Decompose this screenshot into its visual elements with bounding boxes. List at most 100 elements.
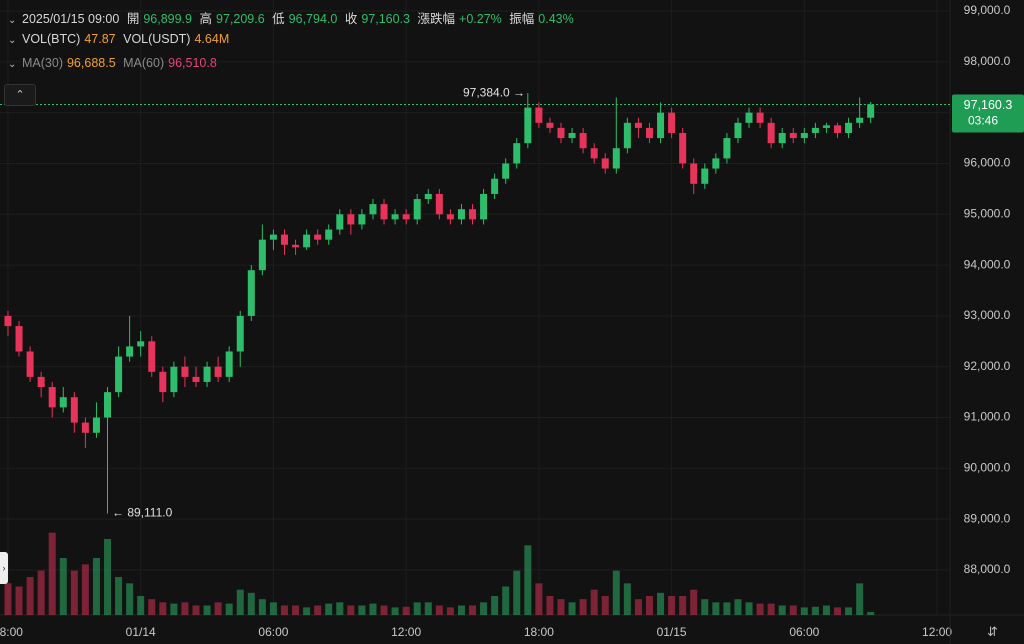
y-tick-label: 90,000.0	[964, 461, 1011, 475]
y-tick-label: 92,000.0	[964, 359, 1011, 373]
volume-bar	[303, 607, 311, 615]
volume-bar	[369, 603, 377, 615]
volume-bar	[502, 586, 510, 615]
candle-body	[601, 158, 609, 169]
candle-body	[557, 127, 565, 139]
candle-body	[170, 366, 178, 393]
volume-bar	[4, 583, 12, 615]
candle-body	[292, 244, 300, 248]
volume-bar	[701, 599, 709, 615]
candle-body	[258, 239, 266, 271]
volume-bar	[789, 605, 797, 615]
x-tick-label: 12:00	[391, 625, 421, 639]
candle-body	[325, 229, 333, 240]
value: 96,899.9	[143, 12, 192, 26]
y-tick-label: 93,000.0	[964, 308, 1011, 322]
candle-body	[26, 351, 34, 377]
x-tick-label: 18:00	[524, 625, 554, 639]
volume-bar	[524, 545, 532, 615]
x-tick-label: 01/15	[657, 625, 687, 639]
volume-bar	[37, 570, 45, 615]
candle-body	[303, 234, 311, 248]
volume-bar	[546, 596, 554, 615]
candle-body	[623, 122, 631, 149]
candle-body	[48, 387, 56, 408]
y-tick-label: 91,000.0	[964, 410, 1011, 424]
volume-bar	[679, 596, 687, 615]
candle-body	[104, 392, 112, 418]
candle-body	[535, 107, 543, 123]
candle-body	[247, 270, 255, 316]
volume-bar	[435, 605, 443, 615]
collapse-button[interactable]: ⌃	[4, 84, 36, 106]
candle-body	[568, 132, 576, 139]
volume-bar	[358, 605, 366, 615]
x-tick-label: 06:00	[789, 625, 819, 639]
candle-body	[778, 132, 786, 144]
candle-body	[712, 158, 720, 169]
candle-body	[314, 234, 322, 240]
ma-row[interactable]: ⌄ MA(30) 96,688.5 MA(60) 96,510.8	[8, 56, 217, 70]
volume-bar	[480, 602, 488, 615]
volume-bar	[856, 583, 864, 615]
label: VOL(BTC)	[22, 32, 81, 46]
value: 96,794.0	[288, 12, 338, 26]
volume-bar	[657, 592, 665, 615]
value: 0.43%	[538, 12, 574, 26]
candle-body	[92, 417, 100, 433]
volume-bar	[236, 589, 244, 615]
volume-bar	[15, 586, 23, 615]
volume-bar	[845, 607, 853, 615]
volume-row[interactable]: ⌄ VOL(BTC) 47.87 VOL(USDT) 4.64M	[8, 32, 230, 46]
x-tick-label: 12:00	[922, 625, 952, 639]
price-annotation: 97,384.0 →	[463, 85, 525, 99]
candle-body	[347, 214, 355, 225]
volume-bar	[601, 596, 609, 615]
candle-body	[380, 204, 388, 220]
label: MA(30)	[22, 56, 63, 70]
volume-bar	[48, 532, 56, 615]
candle-body	[745, 112, 753, 123]
candle-body	[524, 107, 532, 144]
candle-body	[612, 148, 620, 169]
y-tick-label: 95,000.0	[964, 206, 1011, 220]
volume-bar	[756, 603, 764, 615]
scale-button[interactable]: ⇵	[987, 624, 998, 639]
candle-body	[369, 204, 377, 215]
expand-handle[interactable]: ›	[0, 552, 8, 584]
volume-bar	[712, 602, 720, 615]
volume-bar	[181, 602, 189, 615]
label: MA(60)	[123, 56, 165, 70]
candle-body	[446, 214, 454, 220]
volume-bar	[336, 602, 344, 615]
candle-body	[502, 163, 510, 179]
label: 高	[199, 12, 212, 26]
candle-body	[391, 214, 399, 220]
candle-body	[767, 122, 775, 144]
candle-body	[513, 143, 521, 164]
x-tick-label: 06:00	[258, 625, 288, 639]
candle-body	[70, 397, 78, 423]
candle-body	[358, 214, 366, 225]
label: 收	[344, 12, 358, 26]
y-tick-label: 88,000.0	[964, 562, 1011, 576]
candle-body	[225, 351, 233, 377]
candle-body	[590, 148, 598, 159]
candle-body	[59, 397, 67, 408]
volume-bar	[645, 596, 653, 615]
volume-bar	[557, 599, 565, 615]
volume-bar	[446, 607, 454, 615]
candle-body	[203, 366, 211, 382]
y-tick-label: 99,000.0	[964, 3, 1011, 17]
volume-bar	[347, 605, 355, 615]
volume-bar	[568, 602, 576, 615]
volume-bar	[269, 602, 277, 615]
candle-body	[336, 214, 344, 230]
label: 低	[272, 12, 285, 26]
candle-body	[192, 376, 200, 382]
candle-body	[645, 127, 653, 139]
candle-body	[424, 193, 432, 200]
candle-body	[480, 193, 488, 220]
volume-bar	[413, 602, 421, 615]
